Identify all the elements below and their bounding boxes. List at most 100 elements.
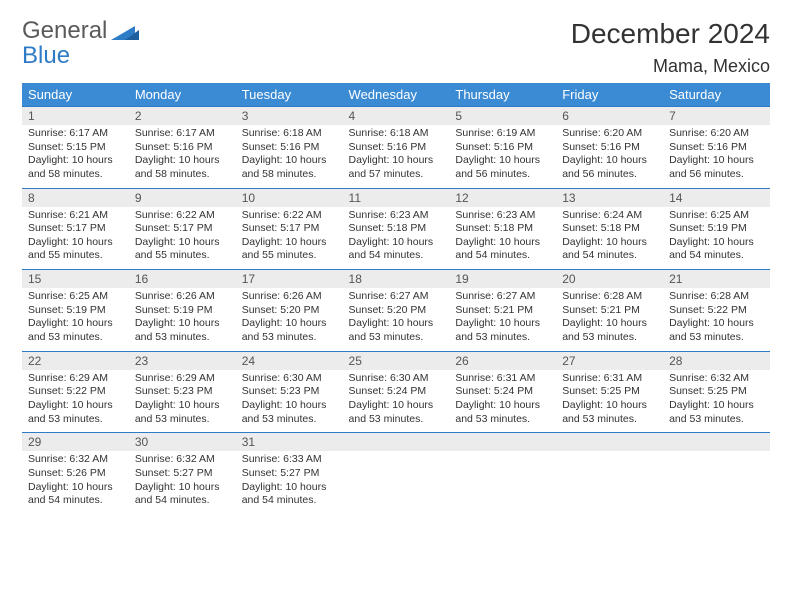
sunrise-line: Sunrise: 6:22 AM — [242, 209, 337, 223]
calendar-week-row: 8Sunrise: 6:21 AMSunset: 5:17 PMDaylight… — [22, 188, 770, 270]
calendar-week-row: 22Sunrise: 6:29 AMSunset: 5:22 PMDayligh… — [22, 351, 770, 433]
day-number: 19 — [449, 270, 556, 288]
sunrise-line: Sunrise: 6:31 AM — [455, 372, 550, 386]
sunset-line: Sunset: 5:23 PM — [135, 385, 230, 399]
daylight-line: Daylight: 10 hours and 58 minutes. — [242, 154, 337, 181]
day-number-empty — [663, 433, 770, 451]
day-body: Sunrise: 6:26 AMSunset: 5:20 PMDaylight:… — [236, 288, 343, 351]
weekday-header: Tuesday — [236, 83, 343, 107]
sunrise-line: Sunrise: 6:17 AM — [28, 127, 123, 141]
sunset-line: Sunset: 5:20 PM — [349, 304, 444, 318]
daylight-line: Daylight: 10 hours and 53 minutes. — [562, 317, 657, 344]
sunset-line: Sunset: 5:16 PM — [562, 141, 657, 155]
day-number: 20 — [556, 270, 663, 288]
day-body: Sunrise: 6:24 AMSunset: 5:18 PMDaylight:… — [556, 207, 663, 270]
sunrise-line: Sunrise: 6:25 AM — [669, 209, 764, 223]
day-body: Sunrise: 6:17 AMSunset: 5:15 PMDaylight:… — [22, 125, 129, 188]
weekday-header: Friday — [556, 83, 663, 107]
calendar-body: 1Sunrise: 6:17 AMSunset: 5:15 PMDaylight… — [22, 107, 770, 514]
day-number: 10 — [236, 189, 343, 207]
day-body: Sunrise: 6:28 AMSunset: 5:22 PMDaylight:… — [663, 288, 770, 351]
day-number: 9 — [129, 189, 236, 207]
daylight-line: Daylight: 10 hours and 53 minutes. — [349, 317, 444, 344]
day-number: 14 — [663, 189, 770, 207]
weekday-header: Saturday — [663, 83, 770, 107]
calendar-day-cell: 28Sunrise: 6:32 AMSunset: 5:25 PMDayligh… — [663, 351, 770, 433]
day-body: Sunrise: 6:21 AMSunset: 5:17 PMDaylight:… — [22, 207, 129, 270]
sunset-line: Sunset: 5:23 PM — [242, 385, 337, 399]
daylight-line: Daylight: 10 hours and 53 minutes. — [455, 399, 550, 426]
day-number: 7 — [663, 107, 770, 125]
daylight-line: Daylight: 10 hours and 53 minutes. — [669, 317, 764, 344]
sunset-line: Sunset: 5:21 PM — [455, 304, 550, 318]
sunrise-line: Sunrise: 6:29 AM — [28, 372, 123, 386]
sunrise-line: Sunrise: 6:26 AM — [135, 290, 230, 304]
sunrise-line: Sunrise: 6:27 AM — [349, 290, 444, 304]
daylight-line: Daylight: 10 hours and 55 minutes. — [135, 236, 230, 263]
calendar-day-cell — [663, 433, 770, 514]
day-number: 29 — [22, 433, 129, 451]
sunrise-line: Sunrise: 6:17 AM — [135, 127, 230, 141]
daylight-line: Daylight: 10 hours and 54 minutes. — [242, 481, 337, 508]
calendar-day-cell — [343, 433, 450, 514]
day-number: 28 — [663, 352, 770, 370]
daylight-line: Daylight: 10 hours and 54 minutes. — [28, 481, 123, 508]
sunrise-line: Sunrise: 6:24 AM — [562, 209, 657, 223]
day-number: 1 — [22, 107, 129, 125]
brand-logo: General Blue — [22, 18, 139, 68]
sunset-line: Sunset: 5:17 PM — [242, 222, 337, 236]
calendar-day-cell: 12Sunrise: 6:23 AMSunset: 5:18 PMDayligh… — [449, 188, 556, 270]
day-body: Sunrise: 6:26 AMSunset: 5:19 PMDaylight:… — [129, 288, 236, 351]
sunset-line: Sunset: 5:24 PM — [455, 385, 550, 399]
daylight-line: Daylight: 10 hours and 54 minutes. — [455, 236, 550, 263]
day-body-empty — [343, 451, 450, 503]
day-number: 27 — [556, 352, 663, 370]
weekday-header: Sunday — [22, 83, 129, 107]
sunrise-line: Sunrise: 6:18 AM — [349, 127, 444, 141]
sunrise-line: Sunrise: 6:28 AM — [669, 290, 764, 304]
calendar-day-cell: 15Sunrise: 6:25 AMSunset: 5:19 PMDayligh… — [22, 270, 129, 352]
day-body: Sunrise: 6:32 AMSunset: 5:25 PMDaylight:… — [663, 370, 770, 433]
daylight-line: Daylight: 10 hours and 53 minutes. — [135, 399, 230, 426]
sunset-line: Sunset: 5:18 PM — [349, 222, 444, 236]
brand-triangle-icon — [111, 24, 139, 49]
calendar-day-cell: 9Sunrise: 6:22 AMSunset: 5:17 PMDaylight… — [129, 188, 236, 270]
sunset-line: Sunset: 5:27 PM — [135, 467, 230, 481]
calendar-day-cell: 4Sunrise: 6:18 AMSunset: 5:16 PMDaylight… — [343, 107, 450, 189]
calendar-day-cell: 13Sunrise: 6:24 AMSunset: 5:18 PMDayligh… — [556, 188, 663, 270]
day-body: Sunrise: 6:22 AMSunset: 5:17 PMDaylight:… — [129, 207, 236, 270]
sunset-line: Sunset: 5:18 PM — [562, 222, 657, 236]
sunrise-line: Sunrise: 6:23 AM — [455, 209, 550, 223]
sunrise-line: Sunrise: 6:29 AM — [135, 372, 230, 386]
sunset-line: Sunset: 5:16 PM — [349, 141, 444, 155]
sunrise-line: Sunrise: 6:30 AM — [242, 372, 337, 386]
day-body: Sunrise: 6:25 AMSunset: 5:19 PMDaylight:… — [22, 288, 129, 351]
day-number: 4 — [343, 107, 450, 125]
calendar-day-cell: 22Sunrise: 6:29 AMSunset: 5:22 PMDayligh… — [22, 351, 129, 433]
day-number: 6 — [556, 107, 663, 125]
day-number: 23 — [129, 352, 236, 370]
day-number: 31 — [236, 433, 343, 451]
calendar-day-cell: 19Sunrise: 6:27 AMSunset: 5:21 PMDayligh… — [449, 270, 556, 352]
daylight-line: Daylight: 10 hours and 53 minutes. — [28, 399, 123, 426]
brand-word-1: General — [22, 18, 107, 43]
day-body: Sunrise: 6:32 AMSunset: 5:26 PMDaylight:… — [22, 451, 129, 514]
day-number-empty — [556, 433, 663, 451]
day-number: 30 — [129, 433, 236, 451]
day-body-empty — [449, 451, 556, 503]
day-body: Sunrise: 6:28 AMSunset: 5:21 PMDaylight:… — [556, 288, 663, 351]
daylight-line: Daylight: 10 hours and 56 minutes. — [455, 154, 550, 181]
calendar-week-row: 15Sunrise: 6:25 AMSunset: 5:19 PMDayligh… — [22, 270, 770, 352]
day-number: 2 — [129, 107, 236, 125]
sunrise-line: Sunrise: 6:23 AM — [349, 209, 444, 223]
sunset-line: Sunset: 5:22 PM — [28, 385, 123, 399]
calendar-day-cell: 10Sunrise: 6:22 AMSunset: 5:17 PMDayligh… — [236, 188, 343, 270]
daylight-line: Daylight: 10 hours and 54 minutes. — [669, 236, 764, 263]
sunset-line: Sunset: 5:22 PM — [669, 304, 764, 318]
sunrise-line: Sunrise: 6:28 AM — [562, 290, 657, 304]
daylight-line: Daylight: 10 hours and 56 minutes. — [669, 154, 764, 181]
sunrise-line: Sunrise: 6:26 AM — [242, 290, 337, 304]
sunset-line: Sunset: 5:17 PM — [135, 222, 230, 236]
day-number: 16 — [129, 270, 236, 288]
calendar-day-cell: 16Sunrise: 6:26 AMSunset: 5:19 PMDayligh… — [129, 270, 236, 352]
